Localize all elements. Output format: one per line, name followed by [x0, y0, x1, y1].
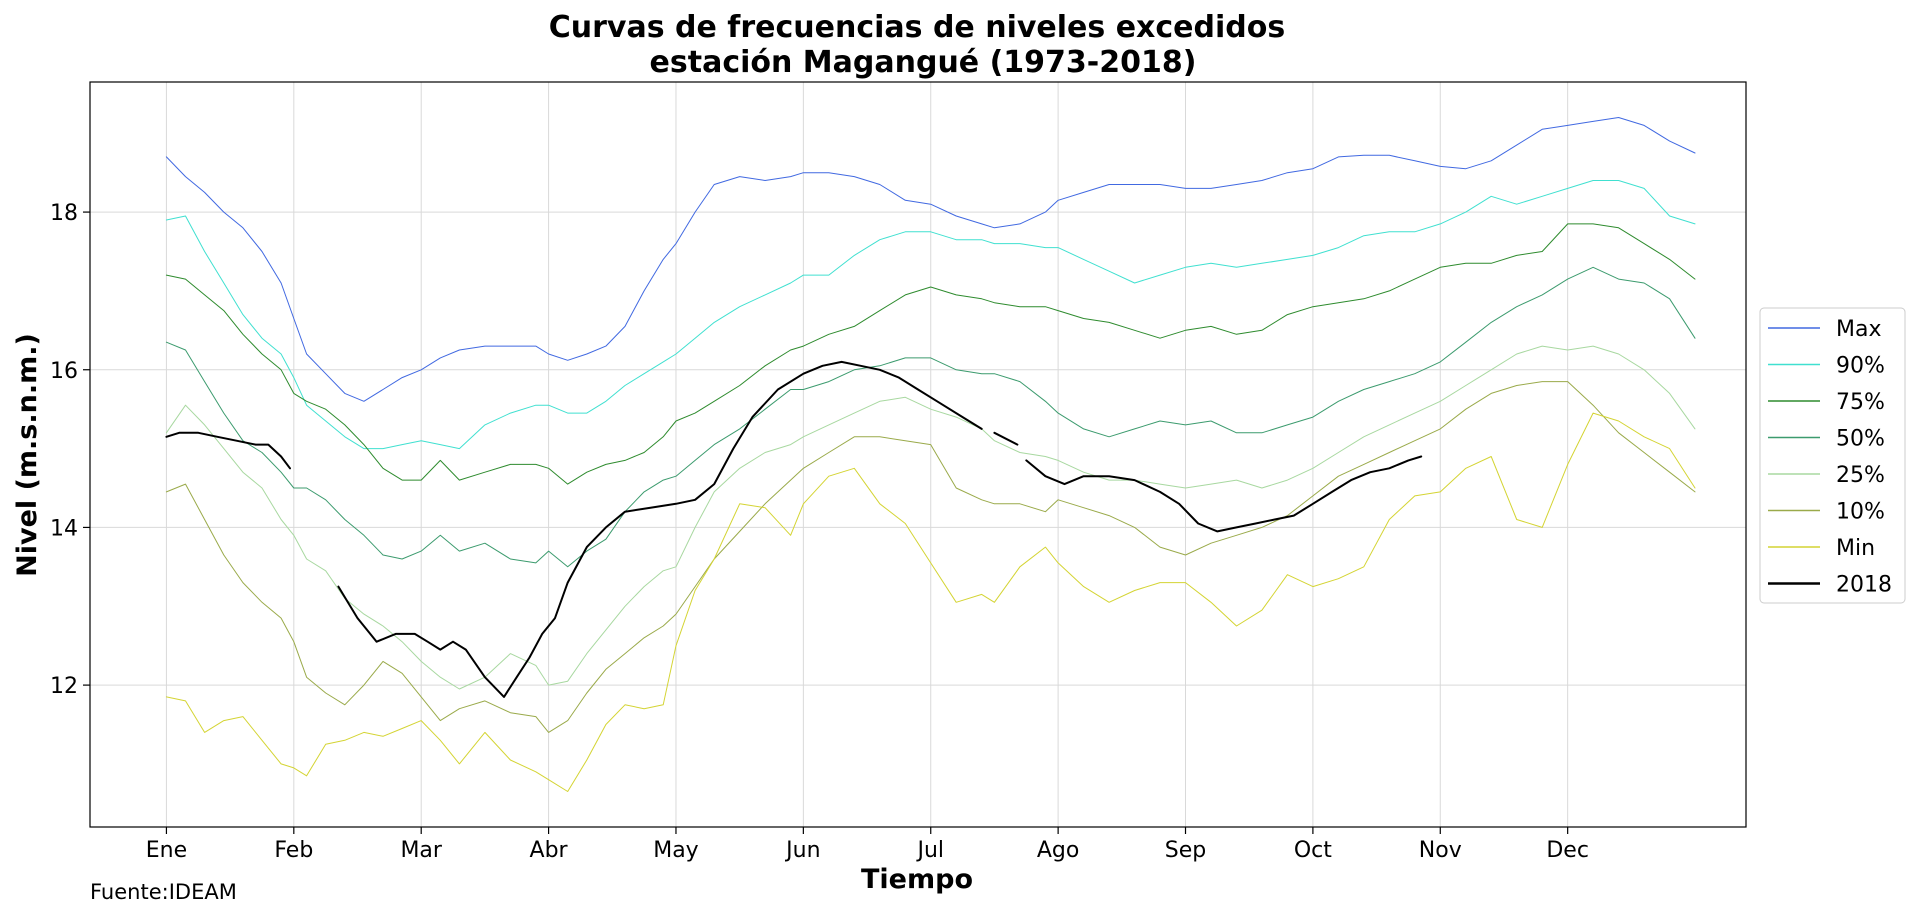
x-tick-label: Ene — [146, 838, 187, 863]
legend-label-max: Max — [1836, 317, 1881, 342]
legend-label-10pct: 10% — [1836, 500, 1885, 525]
series-line-max — [165, 117, 1696, 402]
x-tick-label: Feb — [274, 838, 313, 863]
legend-label-25pct: 25% — [1836, 463, 1885, 488]
x-tick-label: Nov — [1419, 838, 1462, 863]
x-tick-label: Sep — [1165, 838, 1206, 863]
x-axis-label: Tiempo — [861, 864, 973, 895]
series-line-75pct — [165, 223, 1696, 485]
x-tick-label: Ago — [1037, 838, 1079, 863]
series-line-2018-seg-0 — [165, 431, 291, 470]
x-tick-label: Dec — [1546, 838, 1589, 863]
grid-lines — [90, 82, 1746, 827]
series-line-25pct — [165, 345, 1696, 690]
y-tick-label: 14 — [50, 516, 78, 541]
legend-label-75pct: 75% — [1836, 390, 1885, 415]
y-tick-label: 18 — [50, 201, 78, 226]
chart-title-line-1: Curvas de frecuencias de niveles excedid… — [549, 10, 1285, 45]
y-axis-ticks: 12 14 16 18 — [50, 201, 90, 699]
plot-frame — [89, 81, 1747, 828]
legend-label-2018: 2018 — [1836, 573, 1892, 598]
legend-box — [1759, 307, 1906, 604]
legend: Max 90% 75% 50% 25% 10% Min 2018 — [1759, 307, 1906, 604]
series-line-2018-seg-3 — [1025, 455, 1423, 533]
legend-label-90pct: 90% — [1836, 354, 1885, 379]
series-line-2018-seg-2 — [993, 431, 1019, 446]
x-tick-label: Abr — [530, 838, 569, 863]
x-tick-label: Jul — [915, 838, 944, 863]
legend-label-50pct: 50% — [1836, 427, 1885, 452]
series-line-50pct — [165, 266, 1696, 568]
x-tick-label: Oct — [1294, 838, 1332, 863]
series-line-2018-seg-1 — [337, 360, 983, 698]
legend-entries: Max 90% 75% 50% 25% 10% Min 2018 — [1768, 317, 1892, 598]
y-axis-label: Nivel (m.s.n.m.) — [12, 333, 43, 577]
x-axis-ticks: Ene Feb Mar Abr May Jun Jul Ago Sep Oct Nov Dec — [146, 827, 1589, 863]
chart-title-line-2: estación Magangué (1973-2018) — [650, 45, 1197, 80]
legend-label-min: Min — [1836, 536, 1875, 561]
y-tick-label: 16 — [50, 359, 78, 384]
x-tick-label: Mar — [400, 838, 442, 863]
chart-title: Curvas de frecuencias de niveles excedid… — [549, 10, 1285, 80]
series-line-10pct — [165, 381, 1696, 733]
series-line-min — [165, 412, 1696, 792]
x-tick-label: Jun — [784, 838, 820, 863]
y-tick-label: 12 — [50, 674, 78, 699]
x-tick-label: May — [653, 838, 698, 863]
source-note: Fuente:IDEAM — [90, 880, 237, 904]
series-line-90pct — [165, 180, 1696, 450]
plot-series — [165, 117, 1696, 792]
